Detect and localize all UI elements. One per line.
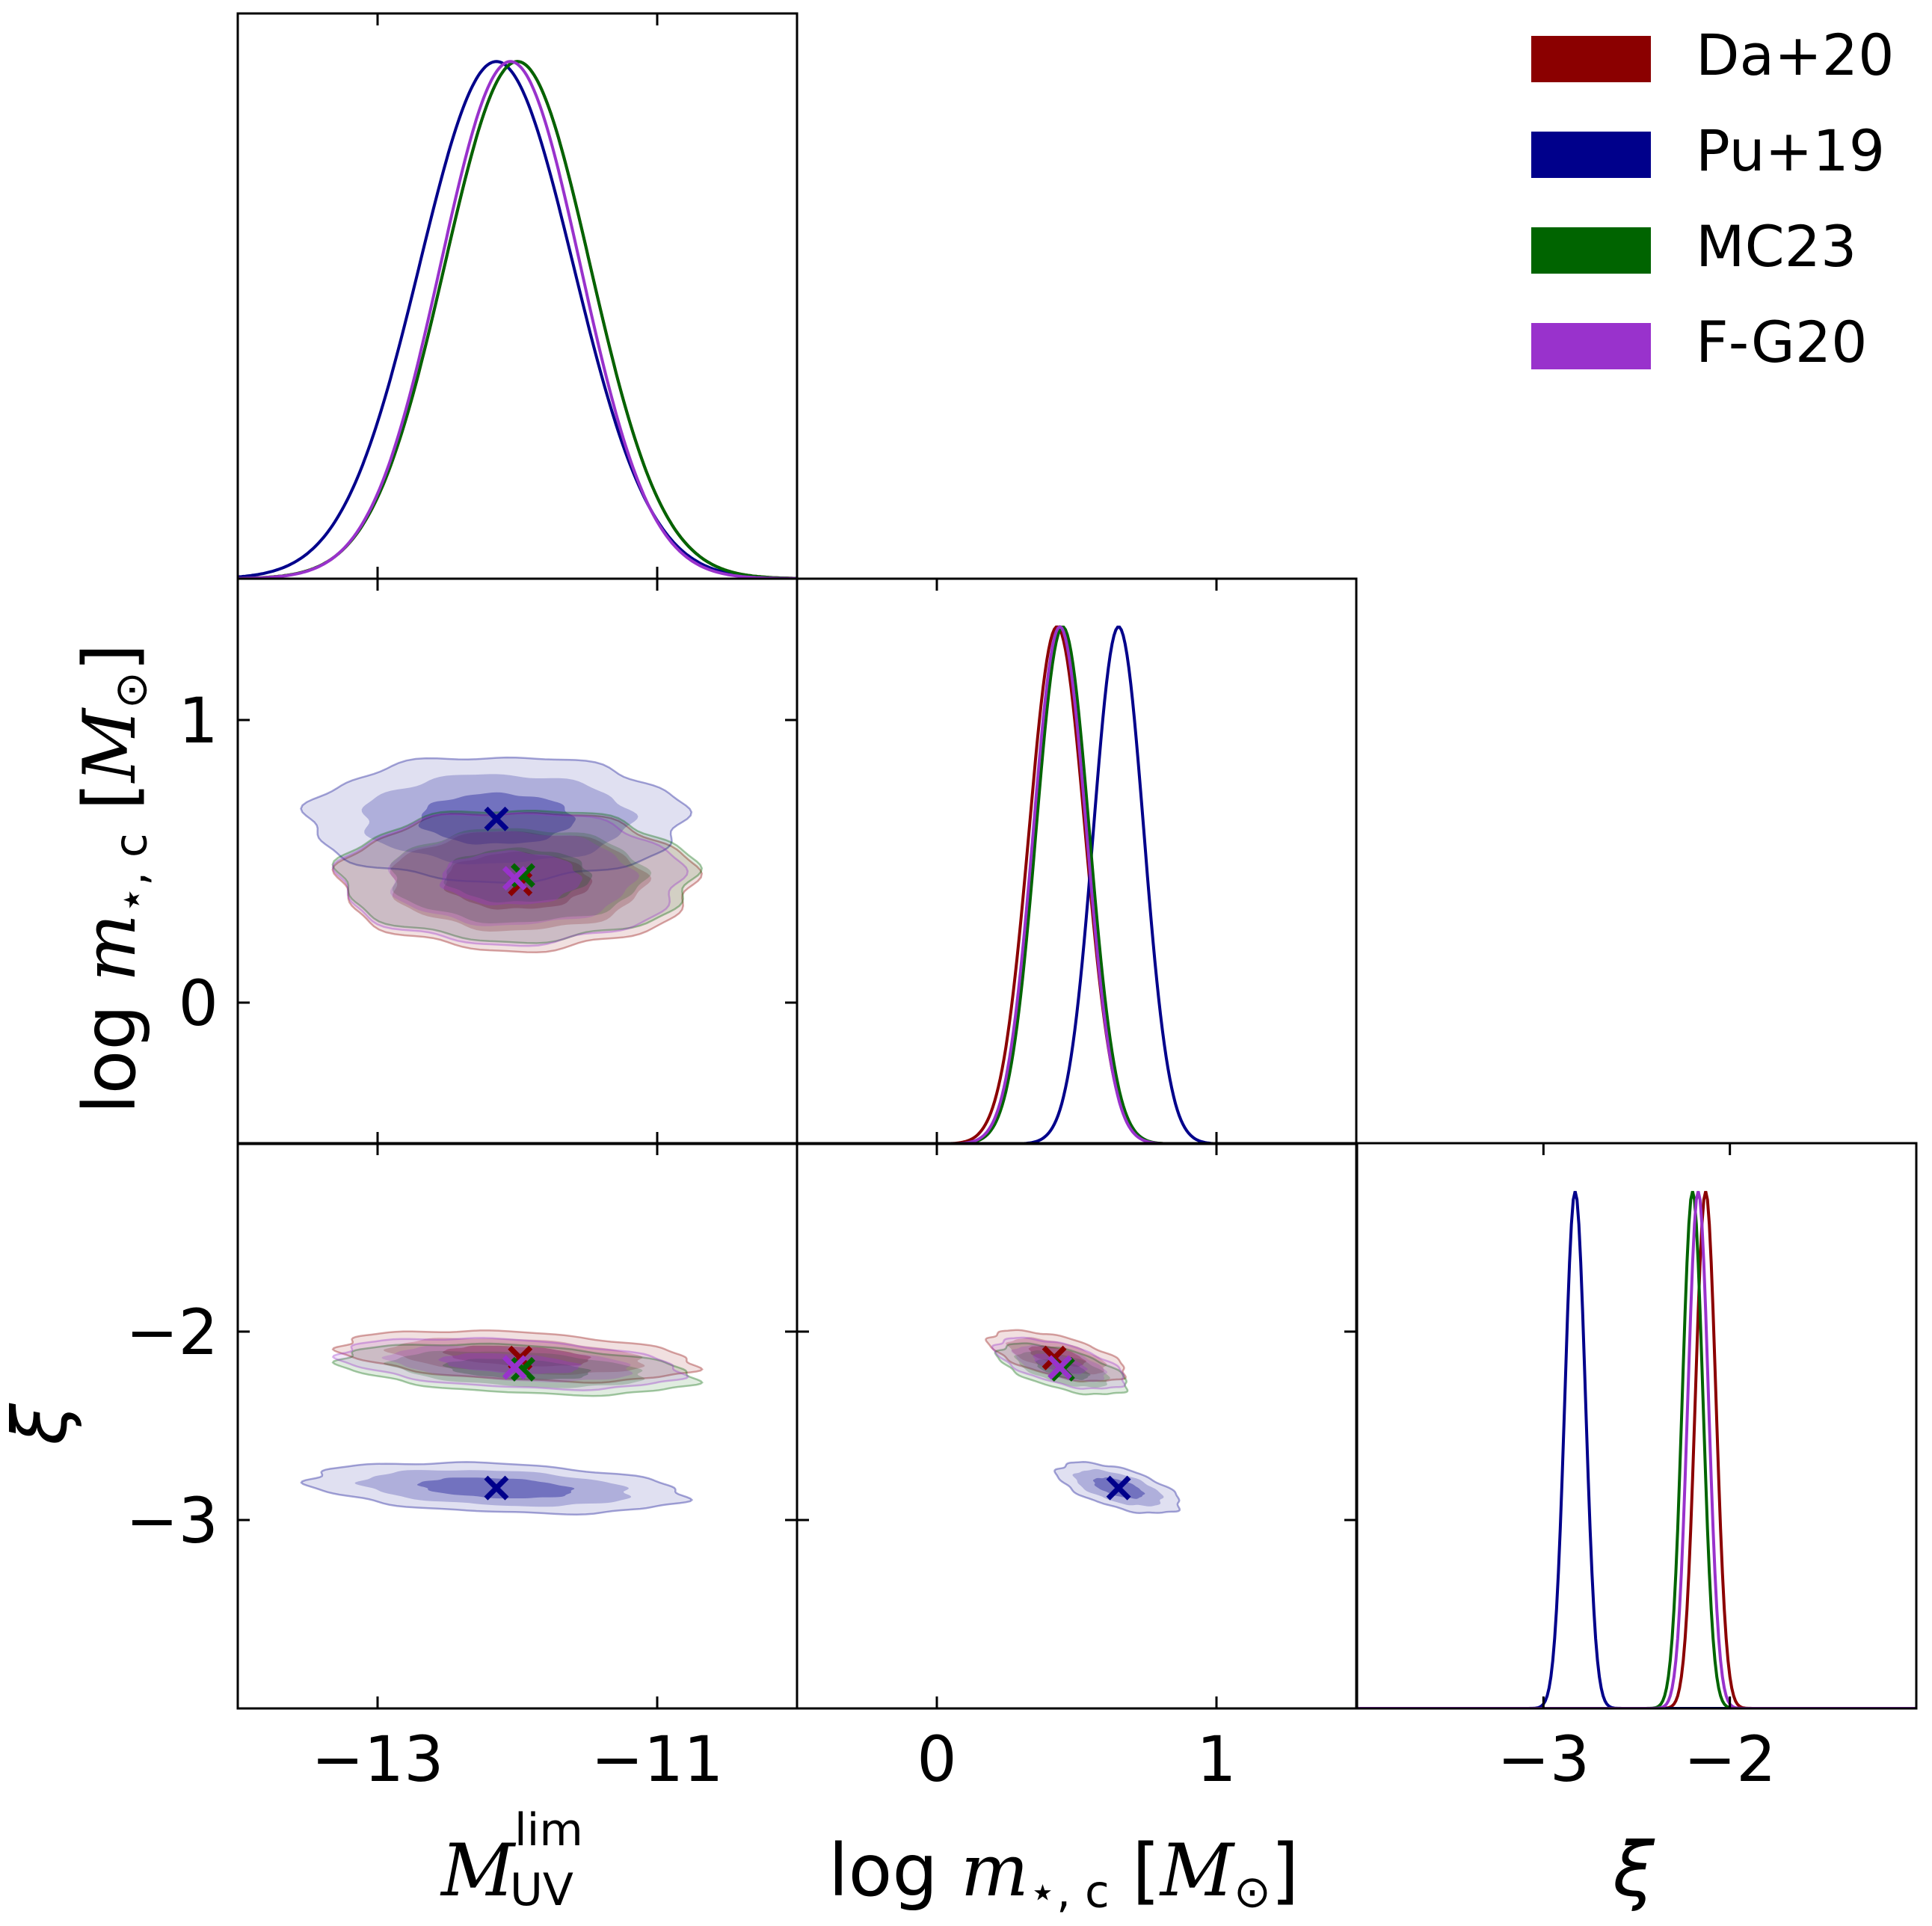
panel-content (238, 60, 797, 579)
panel-content (985, 1329, 1181, 1514)
panel-frame (796, 1142, 1358, 1710)
curve-MC23 (238, 60, 797, 579)
curve-F-G20 (238, 60, 797, 579)
marker-F-G20 (502, 866, 527, 891)
legend-label-Pu+19: Pu+19 (1696, 117, 1885, 184)
panel-content (1357, 1190, 1916, 1708)
y-tick-label: 1 (179, 684, 218, 757)
curve-F-G20 (1357, 1190, 1916, 1708)
curve-Da+20 (238, 60, 797, 579)
svg-text:M: M (440, 1829, 517, 1913)
panel-content (797, 624, 1356, 1144)
legend-label-F-G20: F-G20 (1696, 309, 1868, 375)
curve-Pu+19 (238, 60, 797, 579)
legend: Da+20 Pu+19 MC23 F-G20 (1531, 22, 1894, 375)
x-tick-label: 0 (917, 1723, 956, 1796)
marker-Pu+19 (484, 806, 509, 831)
panel-frame (796, 577, 1358, 1145)
x-tick-label: 1 (1196, 1723, 1236, 1796)
legend-label-MC23: MC23 (1696, 213, 1856, 280)
x-axis-label-logm: log m⋆, c [M⊙] (828, 1829, 1299, 1918)
panel-M-M (236, 12, 799, 580)
svg-text:ξ: ξ (0, 1403, 84, 1446)
y-tick-label: −2 (126, 1296, 218, 1369)
x-tick-label: −13 (311, 1723, 443, 1796)
x-tick-label: −11 (591, 1723, 723, 1796)
x-axis-label-xi: ξ (1612, 1826, 1655, 1913)
curve-Pu+19 (797, 625, 1356, 1144)
panel-m-m (796, 577, 1358, 1145)
panel-content (300, 1329, 704, 1516)
svg-text:log m⋆, c [M⊙]: log m⋆, c [M⊙] (828, 1829, 1299, 1918)
panel-frame (236, 12, 799, 580)
panel-m-M (236, 577, 799, 1145)
panel-frame (236, 1142, 799, 1710)
legend-swatch-Da+20 (1531, 36, 1651, 82)
y-tick-label: −3 (126, 1484, 218, 1557)
curve-MC23 (797, 625, 1356, 1144)
svg-text:ξ: ξ (1612, 1826, 1655, 1913)
curve-MC23 (1357, 1190, 1916, 1708)
svg-text:log m⋆, c [M⊙]: log m⋆, c [M⊙] (68, 644, 157, 1114)
contour-level-2 (383, 1338, 645, 1375)
x-tick-label: −2 (1684, 1723, 1776, 1796)
marker-F-G20 (502, 1355, 527, 1380)
panel-frame (1356, 1142, 1918, 1710)
curve-Da+20 (1357, 1190, 1916, 1708)
svg-text:UV: UV (510, 1864, 573, 1916)
panel-content (300, 756, 704, 954)
legend-swatch-MC23 (1531, 227, 1651, 274)
legend-swatch-Pu+19 (1531, 132, 1651, 178)
curve-Da+20 (797, 625, 1356, 1144)
curve-F-G20 (797, 624, 1356, 1144)
curve-Pu+19 (1357, 1190, 1916, 1708)
x-tick-label: −3 (1497, 1723, 1590, 1796)
marker-Pu+19 (1106, 1475, 1131, 1501)
legend-label-Da+20: Da+20 (1696, 22, 1894, 88)
panel-xi-m (796, 1142, 1358, 1710)
legend-swatch-F-G20 (1531, 323, 1651, 369)
svg-text:lim: lim (514, 1804, 583, 1856)
panel-xi-M (236, 1142, 799, 1710)
marker-F-G20 (1047, 1355, 1073, 1380)
marker-Pu+19 (484, 1475, 509, 1501)
y-tick-label: 0 (179, 967, 218, 1040)
y-axis-label-logm: log m⋆, c [M⊙] (68, 644, 157, 1114)
panel-xi-xi (1356, 1142, 1918, 1710)
contour-level-2 (381, 1345, 633, 1383)
y-axis-label-xi: ξ (0, 1403, 84, 1446)
